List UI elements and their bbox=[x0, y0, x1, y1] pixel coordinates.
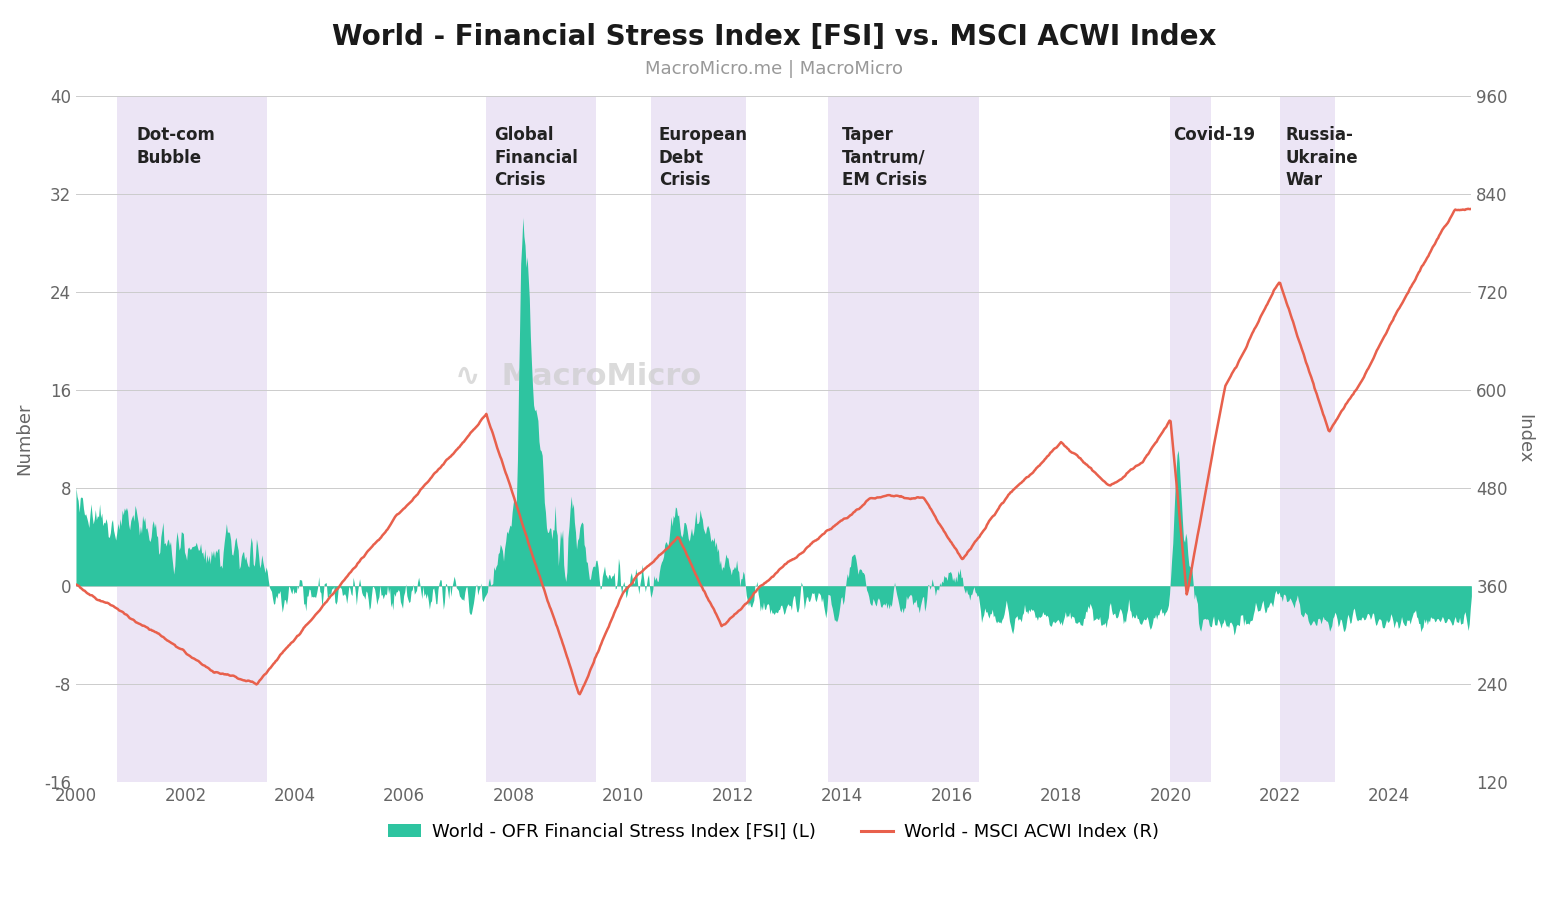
Legend: World - OFR Financial Stress Index [FSI] (L), World - MSCI ACWI Index (R): World - OFR Financial Stress Index [FSI]… bbox=[381, 816, 1166, 848]
Text: ∿  MacroMicro: ∿ MacroMicro bbox=[455, 363, 701, 391]
Bar bbox=[1280, 96, 1334, 782]
Text: European
Debt
Crisis: European Debt Crisis bbox=[659, 126, 748, 189]
Bar bbox=[118, 96, 268, 782]
Text: Global
Financial
Crisis: Global Financial Crisis bbox=[495, 126, 579, 189]
Text: Taper
Tantrum/
EM Crisis: Taper Tantrum/ EM Crisis bbox=[842, 126, 927, 189]
Bar bbox=[1170, 96, 1212, 782]
Text: MacroMicro.me | MacroMicro: MacroMicro.me | MacroMicro bbox=[646, 60, 902, 78]
Text: Dot-com
Bubble: Dot-com Bubble bbox=[136, 126, 215, 167]
Text: Russia-
Ukraine
War: Russia- Ukraine War bbox=[1285, 126, 1358, 189]
Bar bbox=[828, 96, 978, 782]
Y-axis label: Index: Index bbox=[1515, 414, 1533, 463]
Text: Covid-19: Covid-19 bbox=[1173, 126, 1255, 145]
Y-axis label: Number: Number bbox=[15, 402, 33, 475]
Text: World - Financial Stress Index [FSI] vs. MSCI ACWI Index: World - Financial Stress Index [FSI] vs.… bbox=[331, 23, 1217, 51]
Bar bbox=[486, 96, 596, 782]
Bar bbox=[650, 96, 746, 782]
